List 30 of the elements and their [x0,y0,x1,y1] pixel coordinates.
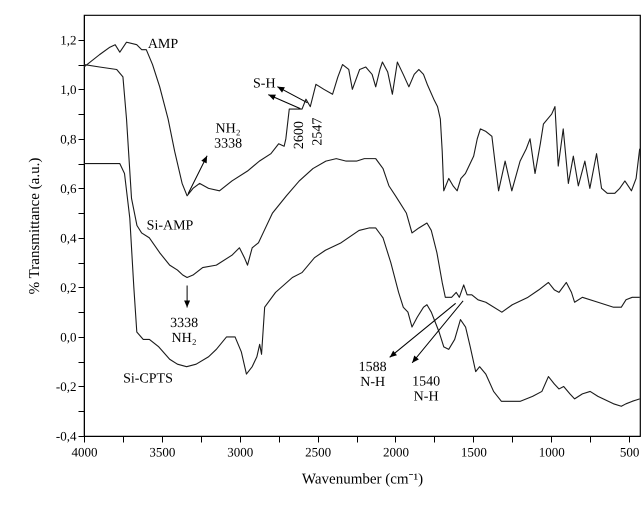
y-tick-label: 0,6 [60,180,77,196]
annotation: 3338 NH₂ [170,316,198,346]
x-axis-title: Wavenumber (cm⁻¹) [302,472,424,488]
y-tick-label: 1,2 [60,32,76,48]
x-tick-label: 4000 [72,444,98,460]
annotation: 1540 N-H [412,374,440,404]
line-series [84,163,640,407]
y-axis-title: % Transmittance (a.u.) [26,158,43,294]
x-tick-label: 500 [620,444,640,460]
y-tick-label: -0,2 [56,378,76,394]
x-tick-label: 2000 [382,444,409,460]
x-tick-label: 3500 [149,444,176,460]
x-tick-label: 2500 [305,444,332,460]
annotation: 2547 [310,118,326,146]
series-label: Si-AMP [146,218,194,234]
x-tick-label: 1000 [538,444,565,460]
y-tick-label: 0,0 [60,329,76,344]
y-tick-label: -0,4 [56,428,77,444]
y-tick-label: 0,2 [60,280,76,295]
annotation: S-H [253,76,276,92]
annotation: NH₂ 3338 [214,121,242,152]
series-label: AMP [148,37,178,52]
x-tick-label: 3000 [227,444,254,460]
annotation: 1588 N-H [358,360,387,390]
x-tick-label: 1500 [460,444,487,460]
series-label: Si-CPTS [123,372,173,387]
y-tick-label: 0,4 [60,230,77,246]
annotation: 2600 [292,121,308,150]
y-tick-label: 0,8 [60,131,76,146]
y-tick-label: 1,0 [60,82,76,97]
